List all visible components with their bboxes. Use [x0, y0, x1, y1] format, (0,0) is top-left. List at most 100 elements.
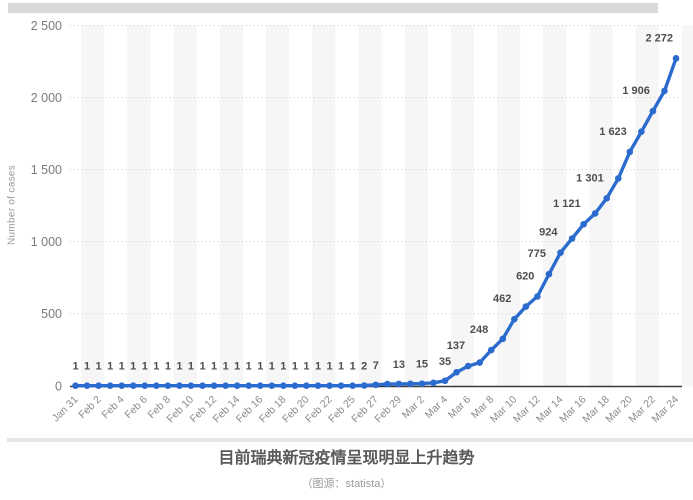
- data-point: [349, 382, 356, 389]
- data-point: [245, 382, 253, 389]
- background-stripe: [266, 25, 290, 387]
- value-label: 1: [96, 361, 102, 373]
- value-label: 2: [361, 361, 367, 373]
- data-point: [291, 382, 299, 389]
- value-label: 1: [326, 361, 332, 373]
- data-point: [522, 303, 530, 310]
- value-label: 1: [234, 361, 240, 373]
- value-label: 462: [493, 293, 511, 305]
- caption-title: 目前瑞典新冠疫情呈现明显上升趋势: [218, 450, 475, 467]
- data-point: [360, 382, 368, 389]
- data-point: [453, 368, 460, 376]
- value-label: 1: [280, 361, 286, 373]
- data-point: [326, 382, 333, 389]
- top-strip: [8, 3, 658, 13]
- data-point: [487, 346, 495, 354]
- value-label: 1: [223, 361, 229, 373]
- y-tick-label: 1 000: [31, 235, 62, 249]
- background-stripe: [358, 25, 382, 387]
- value-label: 1: [211, 361, 217, 373]
- data-point: [580, 220, 587, 228]
- x-tick-label: Feb 2: [76, 394, 104, 422]
- data-point: [499, 335, 507, 343]
- x-tick-label: Mar 4: [423, 394, 451, 422]
- value-label: 1: [303, 361, 309, 373]
- value-label: 1: [142, 361, 148, 373]
- background-stripe: [173, 25, 197, 387]
- data-point: [661, 87, 668, 95]
- caption-source: （图源：statista）: [301, 478, 392, 490]
- chart-bottom-edge: [7, 438, 693, 442]
- x-tick-label: Mar 6: [446, 394, 474, 422]
- x-tick-label: Mar 2: [400, 394, 428, 422]
- value-label: 1: [130, 361, 136, 373]
- data-point: [534, 293, 541, 300]
- data-point: [222, 382, 229, 389]
- data-point: [557, 249, 564, 256]
- value-label: 1: [72, 361, 78, 373]
- data-point: [72, 382, 79, 389]
- background-stripe: [127, 25, 151, 387]
- value-label: 1: [188, 361, 194, 373]
- data-point: [314, 382, 322, 389]
- x-tick-label: Mar 24: [650, 394, 682, 426]
- data-point: [187, 382, 195, 389]
- data-point: [464, 362, 472, 370]
- data-point: [164, 382, 172, 389]
- value-label: 1 121: [553, 198, 581, 210]
- background-stripe: [635, 25, 659, 387]
- value-label: 924: [539, 227, 558, 239]
- data-point: [603, 194, 611, 202]
- data-point: [303, 382, 310, 389]
- value-label: 1: [153, 361, 159, 373]
- y-tick-label: 1 500: [31, 163, 62, 177]
- value-label: 1: [165, 361, 171, 373]
- data-point: [418, 380, 426, 387]
- data-point: [545, 270, 553, 278]
- data-point: [199, 382, 206, 389]
- value-label: 1: [257, 361, 263, 373]
- data-point: [83, 382, 91, 389]
- y-tick-label: 0: [55, 379, 62, 393]
- data-point: [95, 382, 102, 389]
- data-point: [649, 107, 657, 115]
- value-label: 13: [393, 359, 405, 371]
- value-label: 2 272: [645, 32, 673, 44]
- value-label: 1: [84, 361, 90, 373]
- data-point: [210, 382, 218, 389]
- data-point: [430, 379, 437, 387]
- value-label: 1: [107, 361, 113, 373]
- chart-container: Number of cases 0 500 1 000 1 500 2 000 2 500…: [6, 19, 693, 426]
- value-label: 1: [269, 361, 275, 373]
- x-tick-label: Feb 4: [99, 394, 127, 422]
- data-point: [441, 377, 449, 385]
- y-tick-label: 2 000: [31, 91, 62, 105]
- background-stripe: [497, 25, 521, 387]
- data-point: [106, 382, 114, 389]
- value-label: 7: [373, 360, 379, 372]
- background-stripe: [312, 25, 336, 387]
- data-point: [118, 382, 125, 389]
- data-point: [511, 315, 518, 323]
- data-point: [233, 382, 241, 389]
- x-tick-label: Feb 29: [372, 394, 404, 426]
- value-label: 248: [470, 324, 488, 336]
- data-point: [395, 380, 403, 388]
- data-point: [280, 382, 287, 389]
- data-point: [153, 382, 160, 389]
- data-point: [383, 380, 391, 388]
- caption: 目前瑞典新冠疫情呈现明显上升趋势 （图源：statista）: [0, 448, 693, 491]
- background-stripe: [681, 25, 693, 387]
- x-tick-label: Jan 31: [50, 394, 81, 425]
- value-label: 620: [516, 270, 534, 282]
- data-point: [337, 382, 345, 389]
- value-label: 1: [350, 361, 356, 373]
- y-tick-label: 2 500: [31, 19, 62, 33]
- data-point: [568, 235, 576, 242]
- y-tick-label: 500: [41, 307, 62, 321]
- data-point: [268, 382, 276, 389]
- x-tick-label: Feb 6: [122, 394, 150, 422]
- data-point: [372, 381, 380, 389]
- background-stripe: [219, 25, 243, 387]
